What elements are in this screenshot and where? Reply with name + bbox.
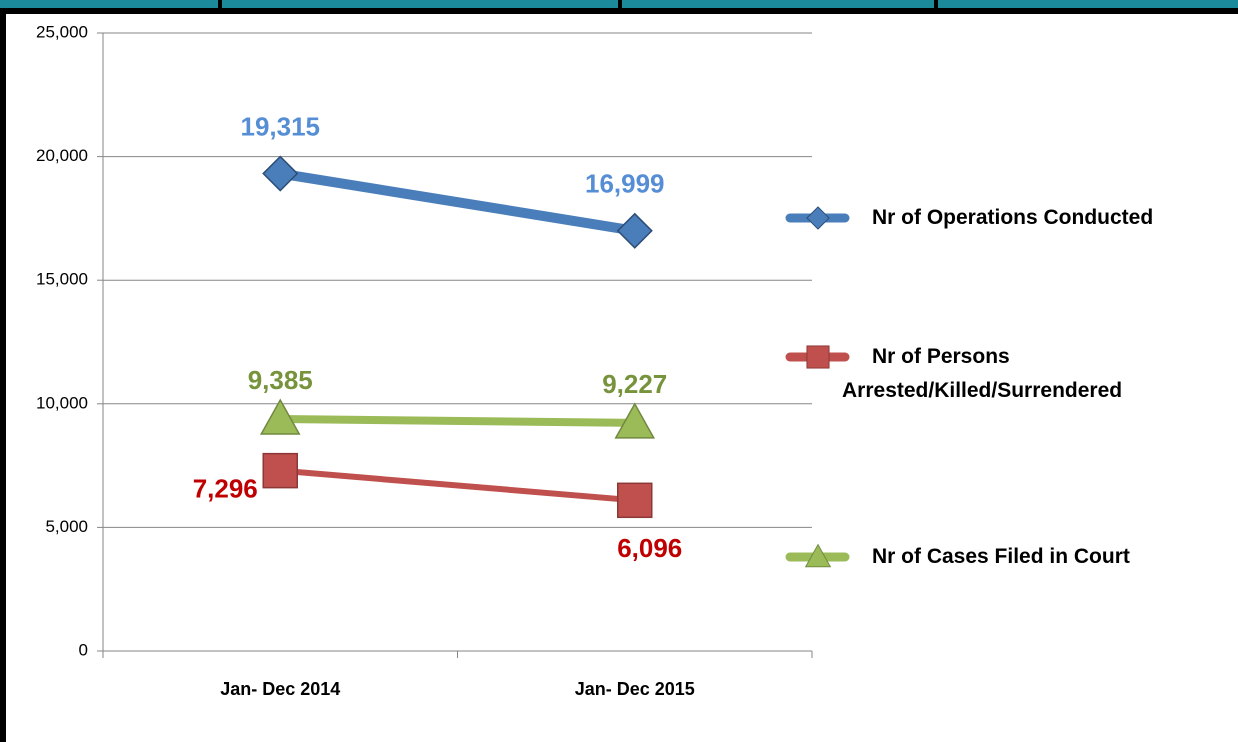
marker (262, 155, 299, 192)
marker (617, 482, 653, 519)
data-label: 9,385 (248, 365, 313, 395)
top-strip (0, 0, 218, 8)
y-tick-label: 25,000 (36, 22, 88, 41)
series-line (276, 415, 639, 427)
data-label: 19,315 (240, 111, 320, 141)
data-label: 6,096 (617, 533, 682, 563)
legend-label: Nr of Operations Conducted (872, 206, 1154, 229)
data-label: 9,227 (602, 369, 667, 399)
legend-label: Nr of Persons Arrested/Killed/Surrendere… (842, 345, 1123, 402)
marker (262, 452, 298, 489)
series-line (277, 467, 638, 504)
legend-marker (804, 543, 832, 568)
data-label: 7,296 (193, 474, 258, 504)
marker (614, 402, 656, 439)
top-strip (222, 0, 618, 8)
marker (259, 398, 301, 435)
legend-marker (806, 206, 830, 230)
legend-label: Nr of Cases Filed in Court (872, 545, 1130, 568)
y-tick-label: 20,000 (36, 146, 88, 165)
data-label: 16,999 (585, 169, 665, 199)
chart-background (6, 14, 1238, 742)
marker (616, 212, 653, 249)
x-tick-label: Jan- Dec 2014 (220, 679, 340, 699)
y-tick-label: 10,000 (36, 393, 88, 412)
x-tick-label: Jan- Dec 2015 (575, 679, 695, 699)
y-tick-label: 15,000 (36, 270, 88, 289)
top-strip (622, 0, 934, 8)
y-tick-label: 0 (79, 640, 88, 659)
y-tick-label: 5,000 (45, 517, 88, 536)
legend-marker (806, 345, 830, 369)
top-strip (938, 0, 1238, 8)
series-line (275, 168, 640, 236)
